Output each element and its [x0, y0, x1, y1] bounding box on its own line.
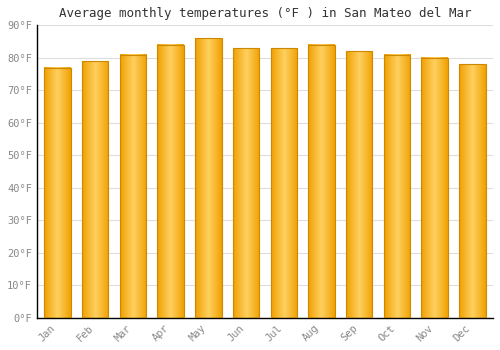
Bar	[120, 55, 146, 318]
Bar	[459, 64, 485, 318]
Bar	[346, 51, 372, 318]
Bar	[158, 45, 184, 318]
Bar	[195, 38, 222, 318]
Bar	[308, 45, 334, 318]
Bar	[82, 61, 108, 318]
Bar	[233, 48, 260, 318]
Title: Average monthly temperatures (°F ) in San Mateo del Mar: Average monthly temperatures (°F ) in Sa…	[58, 7, 471, 20]
Bar	[384, 55, 410, 318]
Bar	[422, 58, 448, 318]
Bar	[270, 48, 297, 318]
Bar	[44, 68, 70, 318]
